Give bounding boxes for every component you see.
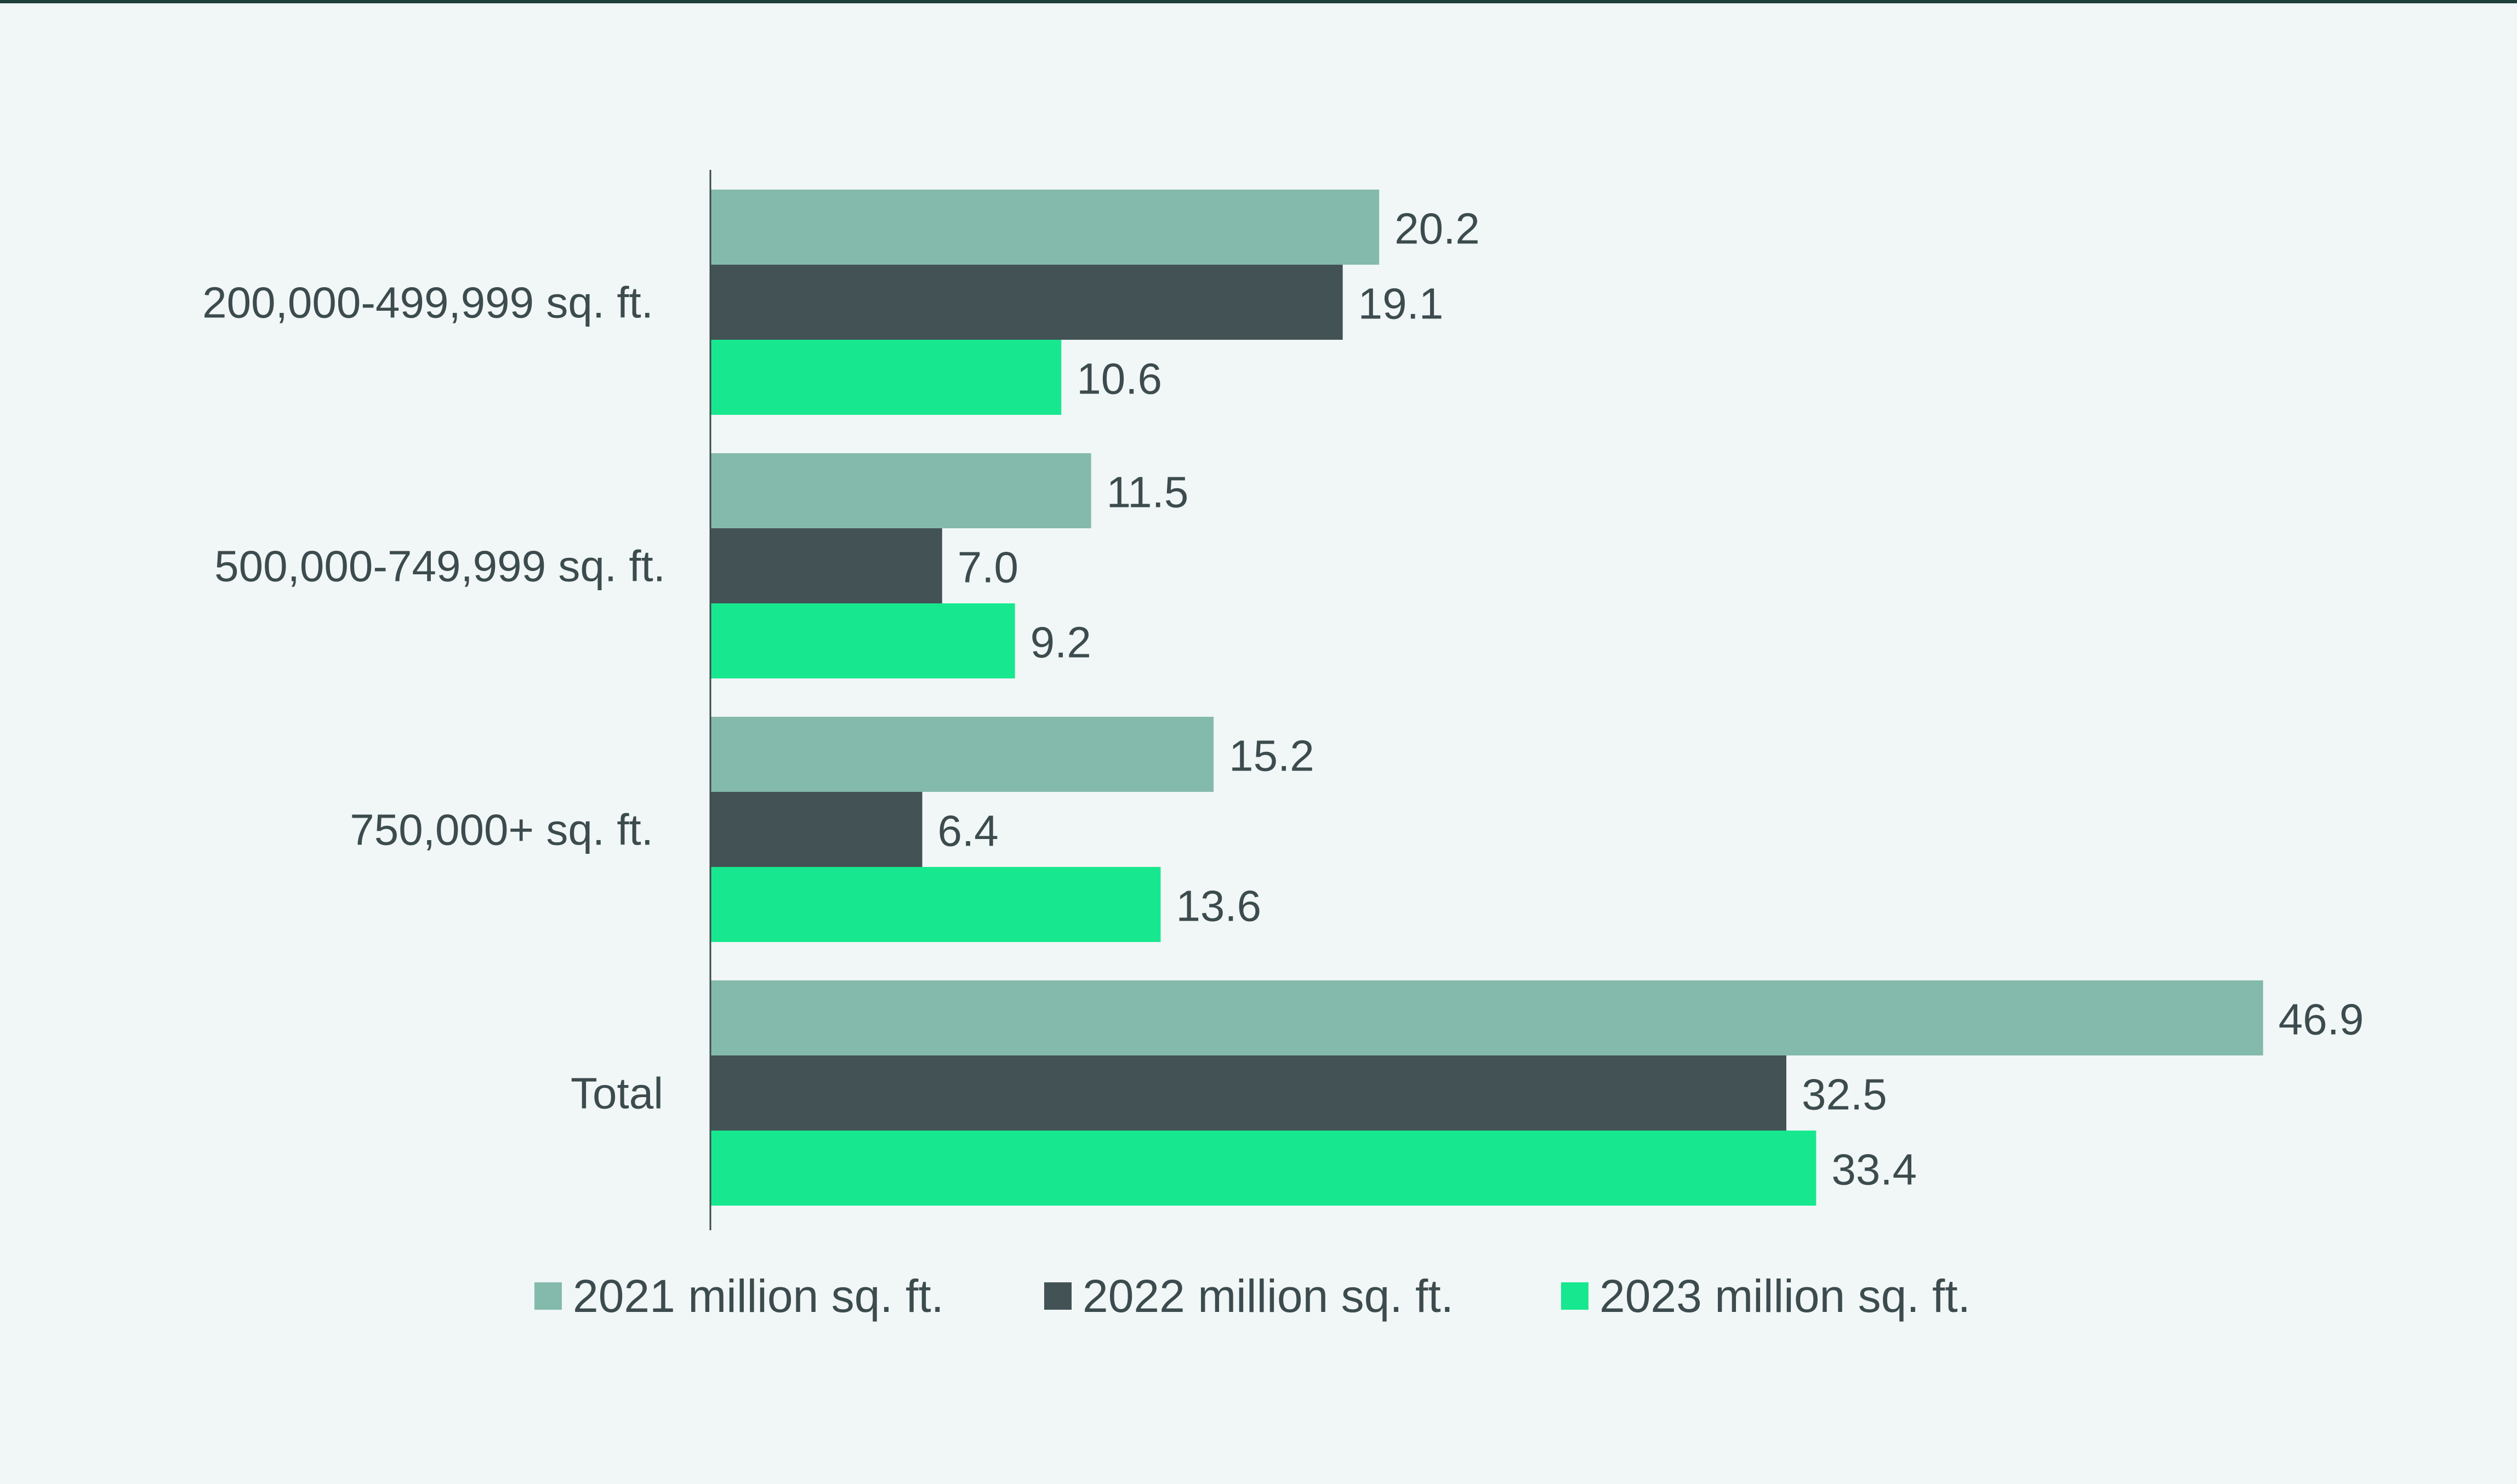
- category-label-4: Total: [571, 1069, 663, 1118]
- top-rule: [0, 0, 2517, 3]
- legend-item-1: 2021 million sq. ft.: [534, 1266, 944, 1326]
- data-label-3-cat-3: 13.6: [1176, 882, 1261, 931]
- data-label-3-cat-4: 33.4: [1831, 1145, 1917, 1194]
- legend-label-1: 2021 million sq. ft.: [573, 1270, 944, 1322]
- data-label-3-cat-2: 9.2: [1030, 618, 1091, 667]
- bar-3-cat-2: [710, 603, 1015, 678]
- legend-label-3: 2023 million sq. ft.: [1599, 1270, 1971, 1322]
- bar-1-cat-3: [710, 717, 1214, 792]
- bar-1-cat-2: [710, 453, 1091, 528]
- bar-3-cat-3: [710, 867, 1161, 942]
- category-label-1: 200,000-499,999 sq. ft.: [202, 278, 653, 327]
- bar-2-cat-4: [710, 1055, 1786, 1131]
- legend-item-2: 2022 million sq. ft.: [1044, 1266, 1454, 1326]
- data-label-3-cat-1: 10.6: [1077, 355, 1162, 403]
- data-label-2-cat-2: 7.0: [958, 543, 1018, 592]
- bar-1-cat-1: [710, 190, 1380, 265]
- bar-2-cat-2: [710, 528, 942, 603]
- bar-2-cat-3: [710, 792, 922, 867]
- bar-2-cat-1: [710, 265, 1343, 340]
- bar-1-cat-4: [710, 980, 2263, 1055]
- category-label-2: 500,000-749,999 sq. ft.: [214, 542, 665, 591]
- data-label-1-cat-1: 20.2: [1394, 204, 1480, 253]
- legend-swatch-3: [1561, 1282, 1588, 1310]
- data-label-2-cat-4: 32.5: [1802, 1070, 1887, 1119]
- category-label-3: 750,000+ sq. ft.: [350, 806, 653, 854]
- data-label-1-cat-4: 46.9: [2279, 995, 2364, 1044]
- data-label-1-cat-2: 11.5: [1107, 468, 1189, 517]
- data-labels-layer: 20.2 19.1 10.6 11.5 7.09.2 15.2 6.4 13.6 46.9 32.…: [938, 204, 2364, 1194]
- bars-layer: [710, 190, 2263, 1206]
- legend-label-2: 2022 million sq. ft.: [1083, 1270, 1454, 1322]
- legend-swatch-1: [534, 1282, 562, 1310]
- data-label-2-cat-1: 19.1: [1358, 279, 1444, 328]
- data-label-2-cat-3: 6.4: [938, 807, 999, 855]
- data-label-1-cat-3: 15.2: [1229, 732, 1314, 780]
- category-labels-layer: 200,000-499,999 sq. ft. 500,000-749,999 s…: [202, 278, 665, 1118]
- bar-3-cat-1: [710, 340, 1062, 415]
- legend: 2021 million sq. ft. 2022 million sq. ft.…: [0, 1266, 2517, 1326]
- legend-item-3: 2023 million sq. ft.: [1561, 1266, 1971, 1326]
- legend-swatch-2: [1044, 1282, 1072, 1310]
- bar-3-cat-4: [710, 1131, 1816, 1206]
